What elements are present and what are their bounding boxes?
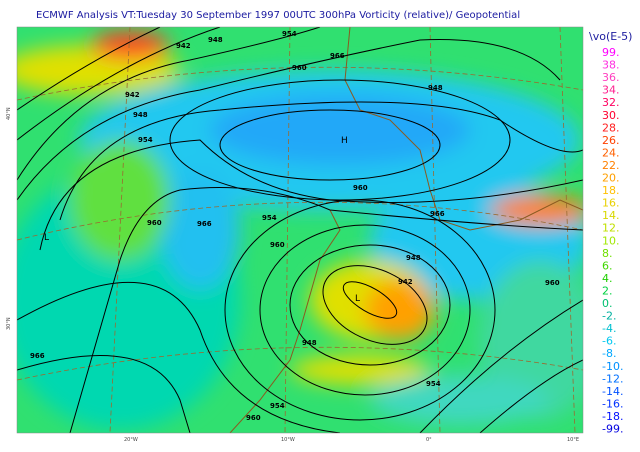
- map-frame: [16, 26, 584, 434]
- legend-label: 2.: [602, 284, 613, 297]
- legend-label: -8.: [602, 347, 616, 360]
- legend: 99.38.36.34.32.30.28.26.24.22.20.18.16.1…: [602, 46, 623, 436]
- legend-label: 8.: [602, 247, 613, 260]
- high-label: H: [341, 136, 348, 146]
- contour-label: 966: [197, 220, 212, 228]
- lon-label: 10°W: [281, 437, 295, 443]
- legend-label: 18.: [602, 184, 620, 197]
- legend-label: 14.: [602, 209, 620, 222]
- lon-label: 0°: [426, 437, 432, 443]
- lon-label: 20°W: [124, 437, 138, 443]
- legend-label: 22.: [602, 159, 620, 172]
- contour-label: 942: [125, 91, 140, 99]
- legend-label: 16.: [602, 197, 620, 210]
- contour-label: 948: [302, 339, 317, 347]
- contour-label: 960: [270, 241, 285, 249]
- legend-label: -16.: [602, 397, 623, 410]
- contour-label: 954: [138, 136, 153, 144]
- contour-label: 954: [270, 402, 285, 410]
- legend-label: 38.: [602, 59, 620, 72]
- contour-label: 954: [262, 214, 277, 222]
- legend-label: 0.: [602, 297, 613, 310]
- contour-label: 966: [30, 352, 45, 360]
- contour-label: 954: [426, 380, 441, 388]
- contour-label: 948: [428, 84, 443, 92]
- legend-label: 36.: [602, 71, 620, 84]
- legend-label: -10.: [602, 360, 623, 373]
- lon-label: 10°E: [567, 437, 579, 443]
- legend-label: 34.: [602, 84, 620, 97]
- legend-label: -99.: [602, 423, 623, 436]
- legend-label: 10.: [602, 234, 620, 247]
- legend-label: 24.: [602, 146, 620, 159]
- contour-label: 954: [282, 30, 297, 38]
- contour-label: 942: [176, 42, 191, 50]
- contour-label: 960: [292, 64, 307, 72]
- contour-label: 948: [133, 111, 148, 119]
- contour-label: 948: [208, 36, 223, 44]
- map: [17, 27, 583, 433]
- contour-label: 942: [398, 278, 413, 286]
- legend-label: -6.: [602, 335, 616, 348]
- contour-label: 960: [147, 219, 162, 227]
- legend-label: 30.: [602, 109, 620, 122]
- legend-label: 32.: [602, 96, 620, 109]
- low-label: L: [44, 233, 49, 243]
- legend-label: -14.: [602, 385, 623, 398]
- lat-label: 40°N: [6, 107, 12, 120]
- legend-label: -4.: [602, 322, 616, 335]
- legend-label: -2.: [602, 310, 616, 323]
- legend-label: 99.: [602, 46, 620, 59]
- legend-title: \vo(E-5): [589, 30, 632, 43]
- contour-label: 960: [545, 279, 560, 287]
- contour-label: 966: [430, 210, 445, 218]
- legend-label: 6.: [602, 259, 613, 272]
- contour-label: 960: [353, 184, 368, 192]
- contour-label: 960: [246, 414, 261, 422]
- legend-label: -12.: [602, 372, 623, 385]
- legend-label: -18.: [602, 410, 623, 423]
- low-label: L: [355, 294, 360, 304]
- lat-label: 30°N: [6, 317, 12, 330]
- title: ECMWF Analysis VT:Tuesday 30 September 1…: [36, 10, 520, 21]
- legend-label: 26.: [602, 134, 620, 147]
- contour-label: 948: [406, 254, 421, 262]
- legend-label: 4.: [602, 272, 613, 285]
- contour-label: 966: [330, 52, 345, 60]
- legend-label: 12.: [602, 222, 620, 235]
- legend-label: 20.: [602, 172, 620, 185]
- legend-label: 28.: [602, 121, 620, 134]
